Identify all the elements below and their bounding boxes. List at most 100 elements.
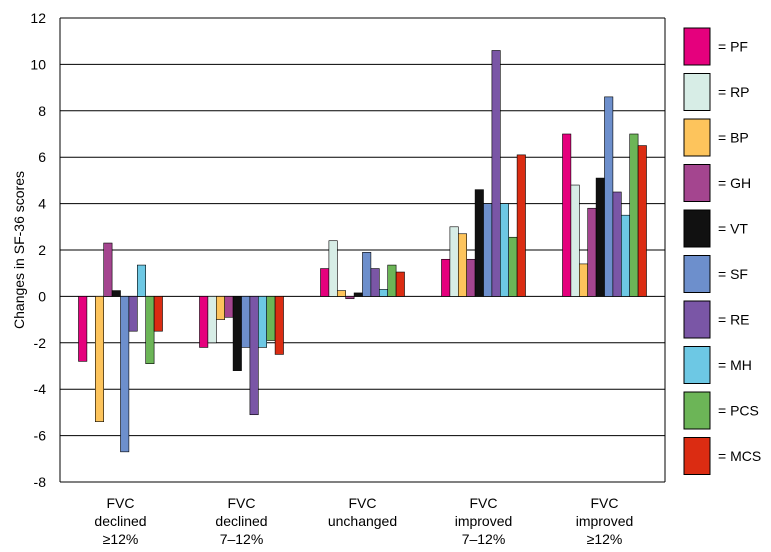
bar-mh-3 bbox=[499, 203, 509, 297]
bar-bp-2 bbox=[336, 290, 346, 297]
bar-pcs-4 bbox=[629, 133, 639, 297]
y-tick-label: 6 bbox=[38, 149, 46, 165]
legend-swatch-bp bbox=[683, 118, 711, 157]
legend-swatch-re bbox=[683, 300, 711, 339]
bar-gh-2 bbox=[345, 296, 355, 300]
bar-pcs-1 bbox=[266, 296, 276, 341]
legend-label-pf: = PF bbox=[718, 39, 748, 55]
bar-rp-2 bbox=[328, 240, 338, 297]
bar-mcs-4 bbox=[637, 145, 647, 297]
x-category-label: unchanged bbox=[328, 513, 397, 529]
bar-mh-0 bbox=[137, 264, 147, 297]
bar-vt-0 bbox=[111, 290, 121, 297]
bar-re-0 bbox=[128, 296, 138, 332]
legend-label-vt: = VT bbox=[718, 221, 748, 237]
bar-pf-4 bbox=[562, 133, 572, 297]
y-tick-labels: -8 -6 -4 -2 0 2 4 6 8 10 12 bbox=[30, 10, 46, 490]
bar-sf-0 bbox=[120, 296, 130, 453]
bar-pcs-2 bbox=[387, 264, 397, 297]
legend-swatch-pf bbox=[683, 27, 711, 66]
legend-swatch-mcs bbox=[683, 437, 711, 475]
axes bbox=[59, 18, 666, 483]
legend-label-sf: = SF bbox=[718, 266, 748, 282]
bar-pcs-3 bbox=[508, 236, 518, 297]
x-category-label: FVC bbox=[228, 495, 256, 511]
bar-pcs-0 bbox=[145, 296, 155, 364]
bar-bp-1 bbox=[216, 296, 226, 320]
legend-label-mh: = MH bbox=[718, 357, 752, 373]
bar-bp-3 bbox=[457, 233, 467, 297]
x-category-label: FVC bbox=[470, 495, 498, 511]
bar-sf-4 bbox=[604, 96, 614, 297]
legend: = PF = RP = BP = GH = VT = SF = RE = MH = PCS = M… bbox=[683, 27, 761, 475]
legend-swatch-vt bbox=[683, 209, 711, 248]
bar-gh-4 bbox=[587, 207, 597, 297]
y-axis-title: Changes in SF-36 scores bbox=[11, 171, 27, 329]
x-category-label: declined bbox=[94, 513, 146, 529]
bar-mh-4 bbox=[620, 214, 630, 297]
bar-gh-0 bbox=[103, 242, 113, 297]
bar-re-1 bbox=[249, 296, 259, 416]
bar-vt-1 bbox=[232, 296, 242, 371]
legend-swatch-pcs bbox=[683, 391, 711, 430]
bar-mh-2 bbox=[378, 289, 388, 297]
bar-mcs-3 bbox=[516, 154, 526, 297]
bar-rp-1 bbox=[207, 296, 217, 344]
x-category-label: improved bbox=[576, 513, 634, 529]
bar-pf-3 bbox=[441, 258, 451, 297]
x-category-label: 7–12% bbox=[462, 531, 506, 547]
bar-sf-3 bbox=[483, 203, 493, 297]
x-category-label: improved bbox=[455, 513, 513, 529]
y-tick-label: 10 bbox=[30, 56, 46, 72]
bar-vt-3 bbox=[474, 189, 484, 297]
x-category-label: ≥12% bbox=[103, 531, 139, 547]
y-tick-label: 8 bbox=[38, 103, 46, 119]
y-tick-label: -2 bbox=[34, 335, 47, 351]
bar-re-2 bbox=[370, 268, 380, 297]
legend-label-mcs: = MCS bbox=[718, 448, 761, 464]
y-tick-label: -4 bbox=[34, 381, 47, 397]
category-labels: FVC declined ≥12% FVC declined 7–12% FVC unchan… bbox=[94, 495, 633, 547]
bar-bp-0 bbox=[95, 296, 105, 422]
bar-gh-3 bbox=[466, 258, 476, 297]
x-category-label: ≥12% bbox=[587, 531, 623, 547]
x-category-label: FVC bbox=[591, 495, 619, 511]
bar-mcs-1 bbox=[274, 296, 284, 355]
bar-gh-1 bbox=[224, 296, 234, 318]
bar-mcs-0 bbox=[153, 296, 163, 332]
legend-swatch-sf bbox=[683, 255, 711, 293]
bar-mh-1 bbox=[257, 296, 267, 348]
bar-vt-2 bbox=[353, 292, 363, 297]
bars bbox=[78, 50, 647, 453]
bar-vt-4 bbox=[595, 177, 605, 297]
y-tick-label: 4 bbox=[38, 196, 46, 212]
bar-sf-1 bbox=[241, 296, 251, 348]
y-tick-label: -6 bbox=[34, 428, 47, 444]
bar-sf-2 bbox=[362, 252, 372, 297]
legend-swatch-gh bbox=[683, 164, 711, 202]
y-tick-label: 12 bbox=[30, 10, 46, 26]
y-tick-label: -8 bbox=[34, 474, 47, 490]
x-category-label: 7–12% bbox=[220, 531, 264, 547]
bar-bp-4 bbox=[578, 263, 588, 297]
bar-rp-3 bbox=[449, 226, 459, 297]
legend-label-rp: = RP bbox=[718, 84, 750, 100]
bar-pf-1 bbox=[199, 296, 209, 348]
x-category-label: declined bbox=[215, 513, 267, 529]
bar-rp-4 bbox=[570, 184, 580, 297]
y-tick-label: 0 bbox=[38, 288, 46, 304]
y-tick-label: 2 bbox=[38, 242, 46, 258]
legend-label-bp: = BP bbox=[718, 130, 749, 146]
bar-re-3 bbox=[491, 50, 501, 297]
bar-mcs-2 bbox=[395, 271, 405, 297]
x-category-label: FVC bbox=[107, 495, 135, 511]
x-category-label: FVC bbox=[349, 495, 377, 511]
legend-swatch-rp bbox=[683, 73, 711, 111]
legend-label-gh: = GH bbox=[718, 175, 751, 191]
legend-swatch-mh bbox=[683, 346, 711, 384]
bar-pf-0 bbox=[78, 296, 88, 362]
bar-pf-2 bbox=[320, 268, 330, 297]
legend-label-pcs: = PCS bbox=[718, 403, 759, 419]
legend-label-re: = RE bbox=[718, 312, 750, 328]
